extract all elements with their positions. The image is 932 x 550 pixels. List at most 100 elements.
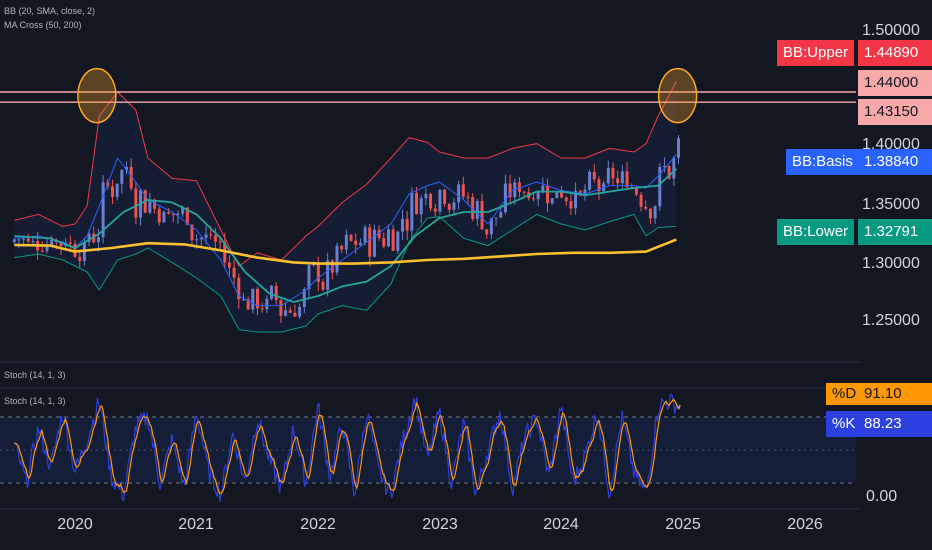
candle-body: [452, 202, 456, 210]
time-tick: 2026: [787, 516, 823, 533]
candle-body: [653, 206, 657, 219]
ma-cross-indicator-label[interactable]: MA Cross (50, 200): [4, 20, 82, 30]
candle-body: [480, 200, 484, 230]
candle-body: [424, 193, 428, 199]
candle-body: [237, 277, 241, 300]
candle-body: [410, 192, 414, 231]
stoch-k-tag-label: %K: [826, 411, 862, 437]
candle-body: [134, 188, 138, 218]
candle-body: [307, 265, 311, 290]
candle-body: [569, 201, 573, 209]
candle-body: [555, 191, 559, 199]
candle-body: [667, 166, 671, 179]
candle-body: [209, 234, 213, 236]
candle-body: [438, 189, 442, 212]
candle-body: [181, 207, 185, 214]
candle-body: [335, 245, 339, 273]
stoch-d-tag-label: %D: [826, 383, 863, 405]
candle-body: [415, 192, 419, 215]
ma-slow-line: [14, 238, 677, 265]
candle-body: [475, 200, 479, 219]
bb-upper-tag-value: 1.44890: [858, 40, 932, 66]
candle-body: [574, 190, 578, 209]
candle-body: [241, 299, 245, 301]
candle-body: [284, 310, 288, 316]
candle-body: [358, 242, 362, 245]
candle-body: [541, 185, 545, 193]
candle-body: [489, 218, 493, 235]
candle-body: [274, 285, 278, 300]
candle-body: [115, 183, 119, 197]
price-tick: 1.30000: [862, 255, 920, 272]
price-tick: 1.35000: [862, 196, 920, 213]
stoch-k-tag-value: 88.23: [858, 411, 932, 437]
candle-body: [620, 171, 624, 184]
candle-body: [195, 239, 199, 241]
candle-body: [162, 211, 166, 223]
candle-body: [167, 211, 171, 214]
candle-body: [564, 197, 568, 202]
stoch-k-line: [13, 394, 681, 502]
level-tag-1: 1.44000: [858, 70, 932, 96]
candle-body: [288, 310, 292, 313]
candle-body: [401, 219, 405, 232]
candle-body: [550, 198, 554, 204]
candle-body: [372, 229, 376, 257]
candle-body: [658, 166, 662, 207]
candle-body: [190, 224, 194, 241]
candle-body: [349, 234, 353, 241]
candle-body: [255, 288, 259, 309]
candle-body: [110, 186, 114, 197]
candle-body: [522, 191, 526, 193]
candle-body: [672, 157, 676, 179]
candle-body: [321, 281, 325, 290]
candle-body: [232, 267, 236, 278]
stoch-zero-tick: 0.00: [866, 488, 898, 505]
candle-body: [494, 217, 498, 219]
candle-body: [405, 219, 409, 231]
stoch-d-tag-value: 91.10: [858, 383, 932, 405]
candle-body: [326, 260, 330, 290]
candle-body: [50, 239, 54, 245]
candle-body: [560, 191, 564, 198]
candle-body: [508, 183, 512, 198]
time-tick: 2024: [543, 516, 579, 533]
bollinger-band-fill: [14, 81, 677, 332]
candle-body: [176, 213, 180, 216]
candle-body: [171, 213, 175, 216]
candle-body: [354, 240, 358, 245]
candle-body: [17, 239, 21, 241]
candle-body: [503, 183, 507, 213]
candle-body: [377, 229, 381, 238]
stoch-pane-label[interactable]: Stoch (14, 1, 3): [4, 396, 66, 406]
level-tag-2: 1.43150: [858, 99, 932, 125]
stoch-indicator-label[interactable]: Stoch (14, 1, 3): [4, 370, 66, 380]
candle-body: [592, 171, 596, 180]
candle-body: [588, 171, 592, 190]
bb-indicator-label[interactable]: BB (20, SMA, close, 2): [4, 6, 96, 16]
candle-body: [597, 179, 601, 192]
time-tick: 2023: [422, 516, 458, 533]
candle-body: [517, 182, 521, 192]
bb-basis-tag-value: 1.38840: [858, 149, 932, 175]
candle-body: [676, 138, 680, 158]
candle-body: [45, 244, 49, 251]
candle-body: [279, 299, 283, 316]
candle-body: [639, 194, 643, 207]
bb-lower-tag-label: BB:Lower: [777, 219, 855, 245]
candle-body: [59, 241, 63, 246]
candle-body: [78, 256, 82, 261]
candle-body: [536, 192, 540, 200]
candle-body: [368, 227, 372, 257]
candle-body: [344, 234, 348, 250]
candle-body: [157, 208, 161, 223]
candle-body: [316, 262, 320, 282]
candle-body: [363, 227, 367, 243]
candle-body: [611, 167, 615, 179]
time-tick: 2020: [57, 516, 93, 533]
candle-body: [120, 169, 124, 184]
candle-body: [391, 229, 395, 251]
candle-body: [330, 260, 334, 273]
candle-body: [204, 234, 208, 238]
